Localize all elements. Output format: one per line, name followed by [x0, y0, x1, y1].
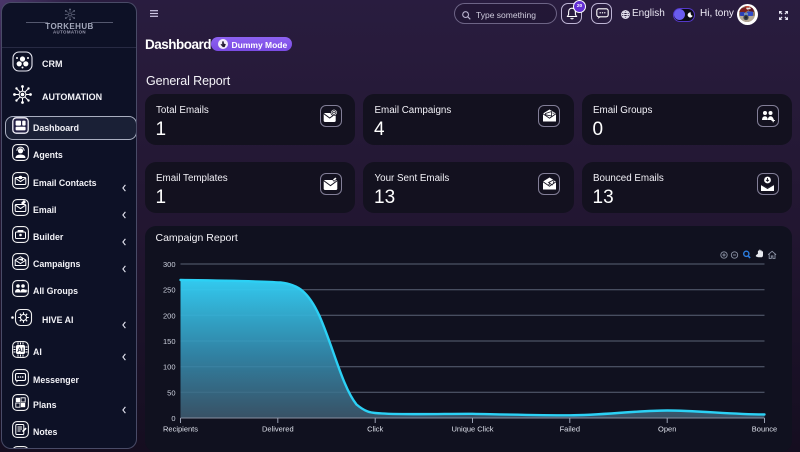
svg-text:Bounce: Bounce [751, 425, 776, 434]
svg-text:Unique Click: Unique Click [451, 425, 493, 434]
svg-text:Delivered: Delivered [261, 425, 293, 434]
svg-text:Recipients: Recipients [162, 425, 197, 434]
svg-text:150: 150 [162, 337, 175, 346]
svg-text:0: 0 [171, 414, 175, 423]
svg-text:Open: Open [658, 425, 676, 434]
svg-text:200: 200 [162, 311, 175, 320]
svg-text:250: 250 [162, 286, 175, 295]
svg-text:AI: AI [17, 347, 24, 354]
svg-text:100: 100 [162, 363, 175, 372]
svg-text:Click: Click [367, 425, 383, 434]
svg-text:300: 300 [162, 260, 175, 269]
svg-text:50: 50 [167, 388, 175, 397]
svg-text:Failed: Failed [559, 425, 579, 434]
